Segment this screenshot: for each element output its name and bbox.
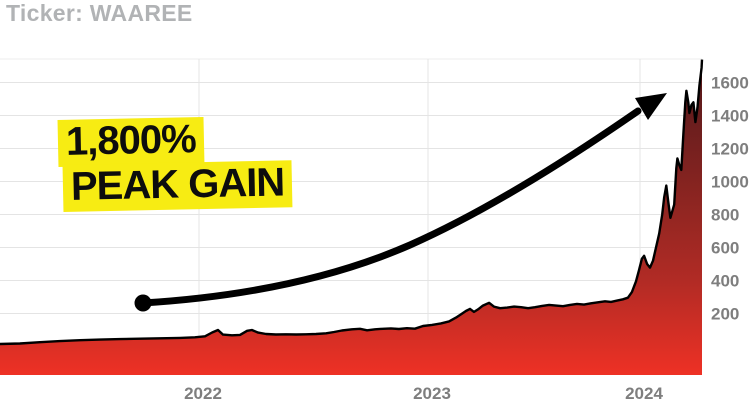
y-tick-label: 1200	[711, 140, 749, 159]
series-area	[0, 59, 702, 375]
x-tick-label: 2023	[413, 384, 451, 403]
y-tick-label: 1400	[711, 107, 749, 126]
peak-gain-label: PEAK GAIN	[62, 160, 293, 212]
y-tick-label: 400	[711, 272, 739, 291]
peak-gain-value: 1,800%	[57, 116, 205, 167]
y-tick-label: 1600	[711, 74, 749, 93]
arrow-head	[635, 93, 667, 120]
peak-gain-label-row: PEAK GAIN	[58, 160, 293, 212]
x-tick-label: 2022	[184, 384, 222, 403]
x-tick-label: 2024	[625, 384, 663, 403]
y-tick-label: 200	[711, 305, 739, 324]
arrow-curve	[139, 107, 642, 307]
y-tick-label: 600	[711, 239, 739, 258]
growth-arrow	[134, 93, 667, 312]
axis-labels: 200 400 600 800 1000 1200 1400 1600 2022 2023 2024	[184, 74, 749, 403]
series-line	[0, 59, 704, 346]
y-tick-label: 1000	[711, 173, 749, 192]
peak-gain-callout: 1,800% PEAK GAIN	[57, 116, 293, 212]
y-tick-label: 800	[711, 206, 739, 225]
ticker-title: Ticker: WAAREE	[6, 0, 193, 26]
